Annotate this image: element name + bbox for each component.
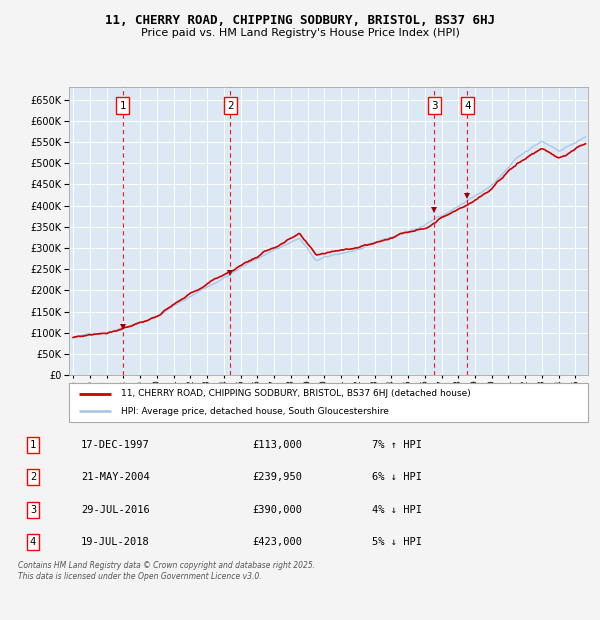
Text: £113,000: £113,000: [252, 440, 302, 450]
Text: HPI: Average price, detached house, South Gloucestershire: HPI: Average price, detached house, Sout…: [121, 407, 389, 416]
Text: 21-MAY-2004: 21-MAY-2004: [81, 472, 150, 482]
Text: 3: 3: [431, 100, 438, 110]
Text: 3: 3: [30, 505, 36, 515]
Text: 17-DEC-1997: 17-DEC-1997: [81, 440, 150, 450]
Text: 4: 4: [30, 537, 36, 547]
Text: 19-JUL-2018: 19-JUL-2018: [81, 537, 150, 547]
Text: £423,000: £423,000: [252, 537, 302, 547]
Text: £390,000: £390,000: [252, 505, 302, 515]
Text: 11, CHERRY ROAD, CHIPPING SODBURY, BRISTOL, BS37 6HJ (detached house): 11, CHERRY ROAD, CHIPPING SODBURY, BRIST…: [121, 389, 470, 398]
Text: 4% ↓ HPI: 4% ↓ HPI: [372, 505, 422, 515]
Text: Price paid vs. HM Land Registry's House Price Index (HPI): Price paid vs. HM Land Registry's House …: [140, 28, 460, 38]
Text: 2: 2: [227, 100, 234, 110]
Text: 29-JUL-2016: 29-JUL-2016: [81, 505, 150, 515]
Text: 2: 2: [30, 472, 36, 482]
Text: 11, CHERRY ROAD, CHIPPING SODBURY, BRISTOL, BS37 6HJ: 11, CHERRY ROAD, CHIPPING SODBURY, BRIST…: [105, 14, 495, 27]
Text: This data is licensed under the Open Government Licence v3.0.: This data is licensed under the Open Gov…: [18, 572, 262, 582]
Text: £239,950: £239,950: [252, 472, 302, 482]
Text: 4: 4: [464, 100, 471, 110]
Text: 7% ↑ HPI: 7% ↑ HPI: [372, 440, 422, 450]
Text: 5% ↓ HPI: 5% ↓ HPI: [372, 537, 422, 547]
Text: 1: 1: [30, 440, 36, 450]
Text: Contains HM Land Registry data © Crown copyright and database right 2025.: Contains HM Land Registry data © Crown c…: [18, 561, 315, 570]
Text: 1: 1: [119, 100, 126, 110]
Text: 6% ↓ HPI: 6% ↓ HPI: [372, 472, 422, 482]
